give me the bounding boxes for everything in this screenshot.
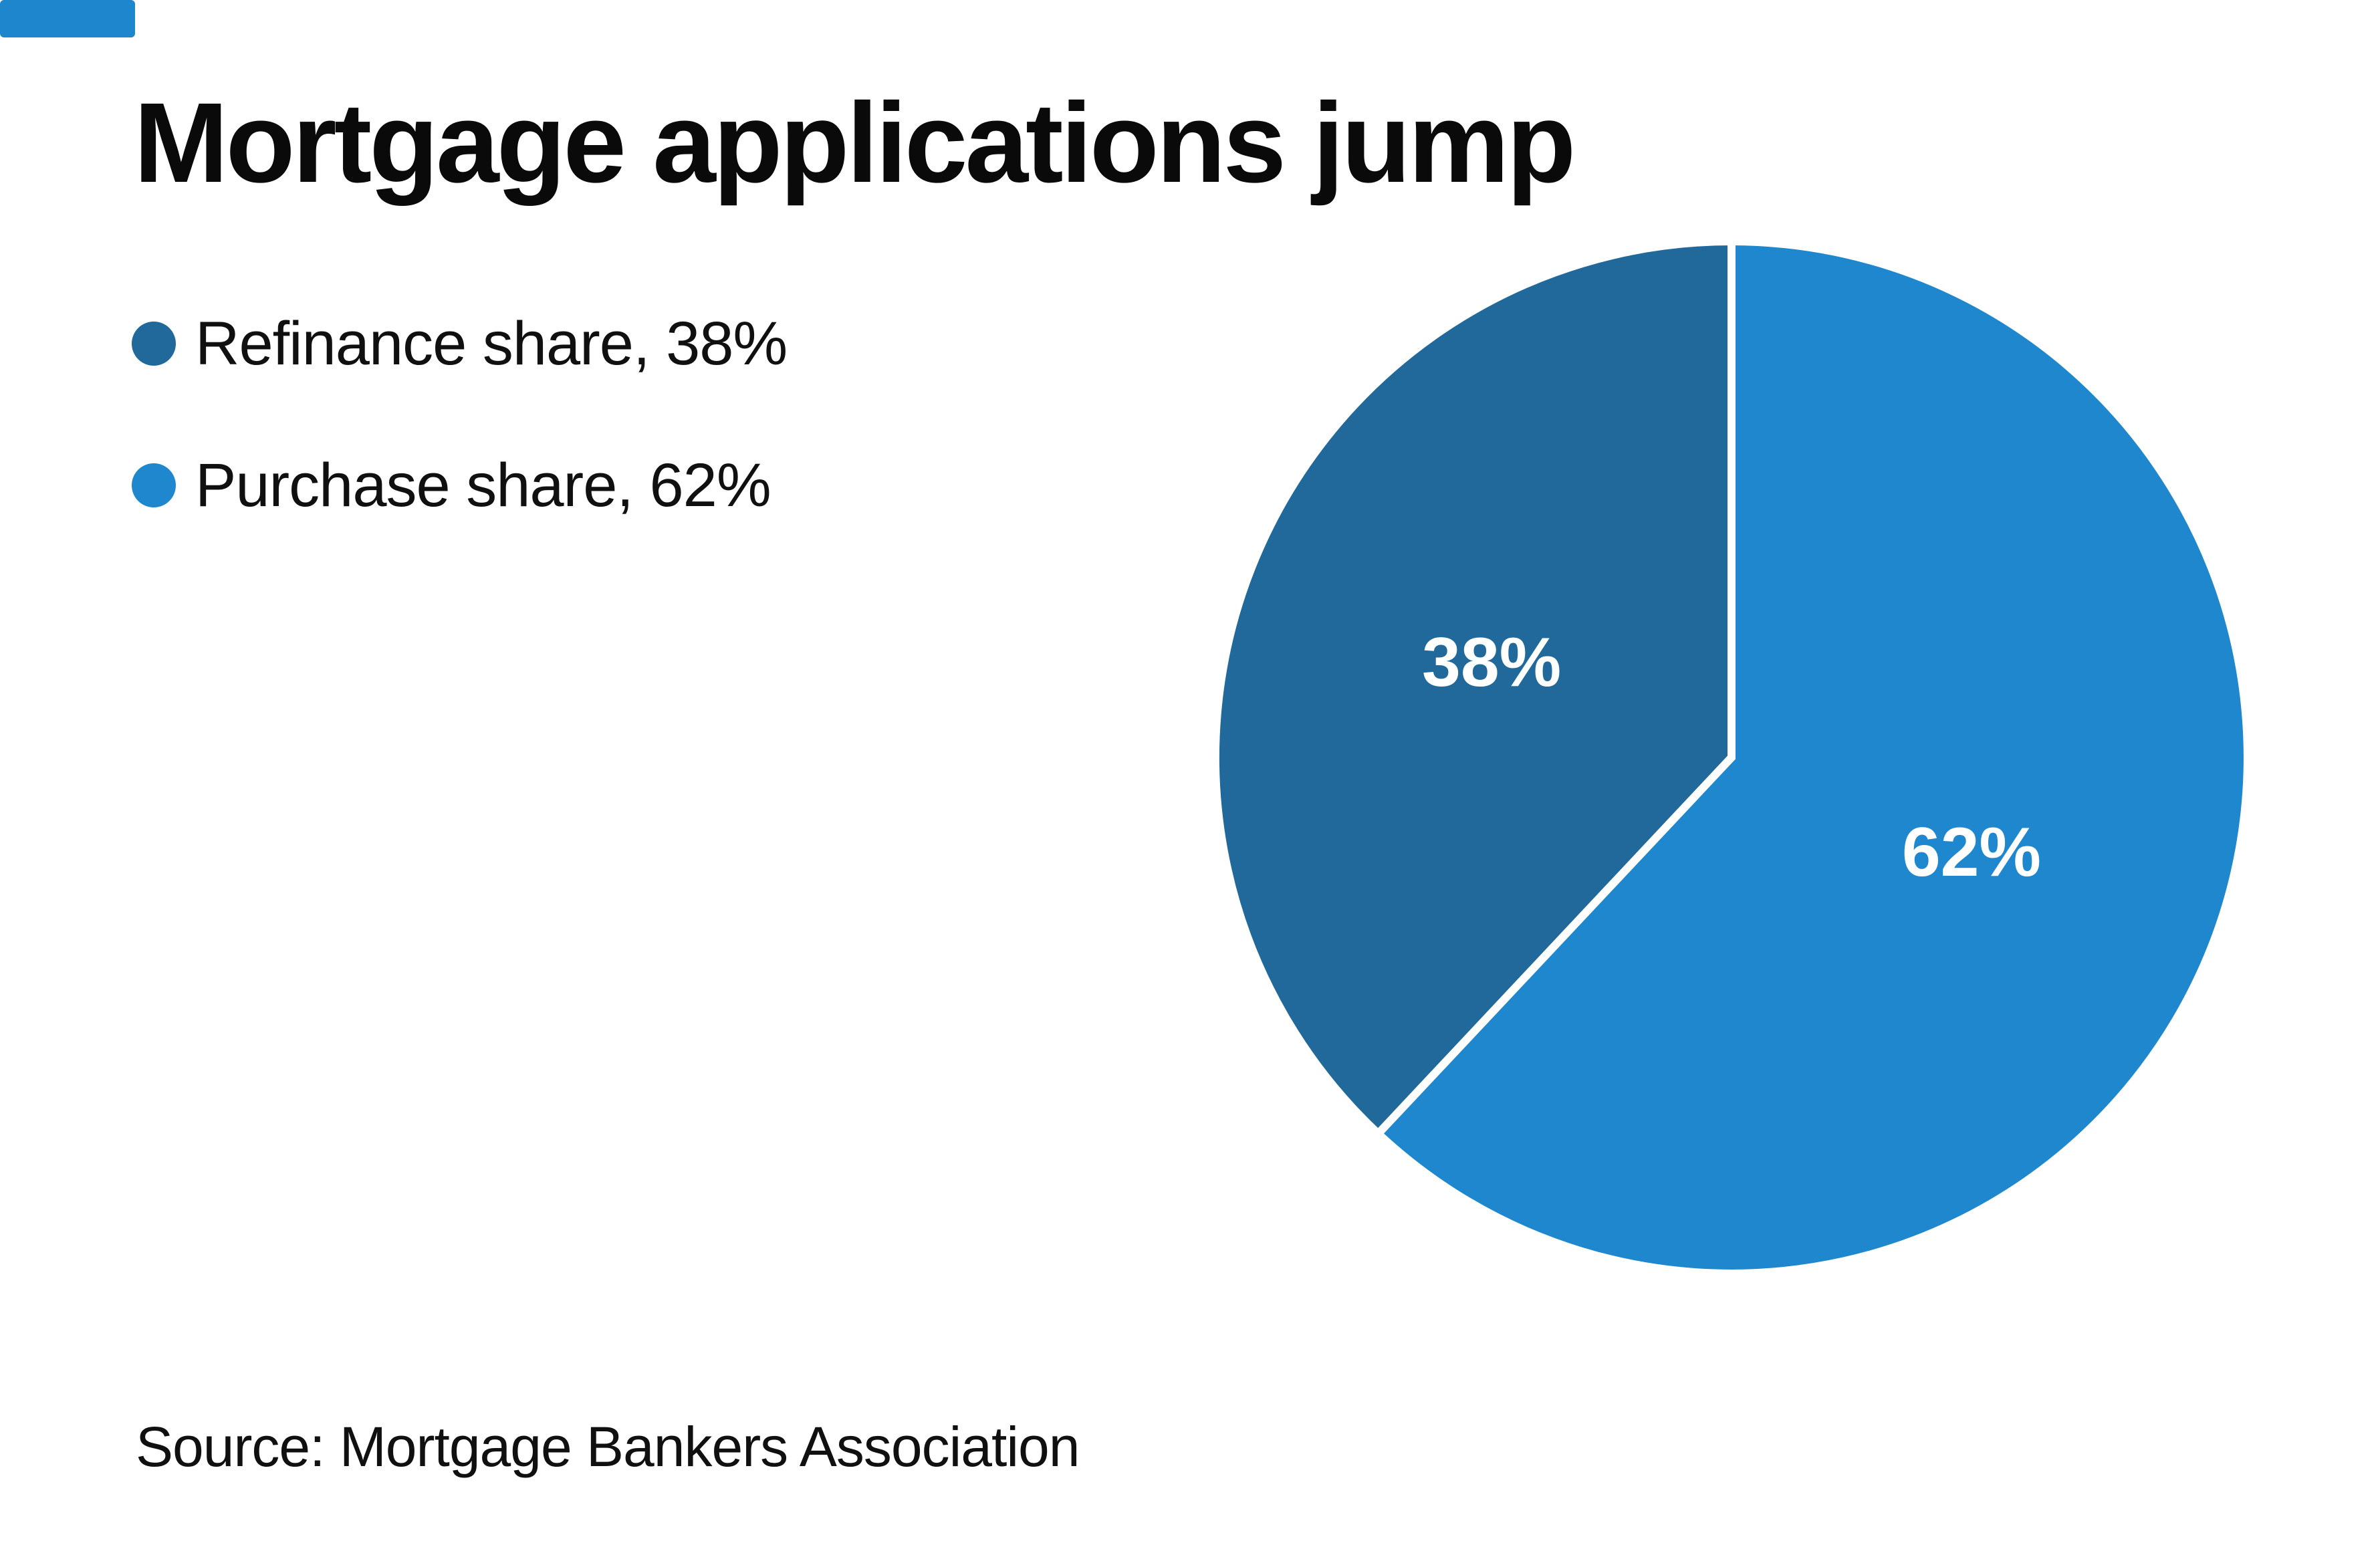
legend-item-refinance: Refinance share, 38% [132,310,788,378]
pie-slice-refinance-share [1211,237,1736,1140]
legend-dot-refinance-icon [132,322,176,366]
source-note: Source: Mortgage Bankers Association [136,1415,1080,1478]
page-title: Mortgage applications jump [134,80,1576,207]
pie-slice-label-62: 62% [1902,814,2041,891]
pie-slice-purchase-share [1373,237,2252,1278]
legend-label-refinance: Refinance share, 38% [195,310,788,378]
legend-label-purchase: Purchase share, 62% [195,451,771,519]
legend-item-purchase: Purchase share, 62% [132,455,771,516]
brand-accent-bar [0,0,135,37]
pie-slice-label-38: 38% [1422,624,1561,701]
legend-dot-purchase-icon [132,463,176,507]
